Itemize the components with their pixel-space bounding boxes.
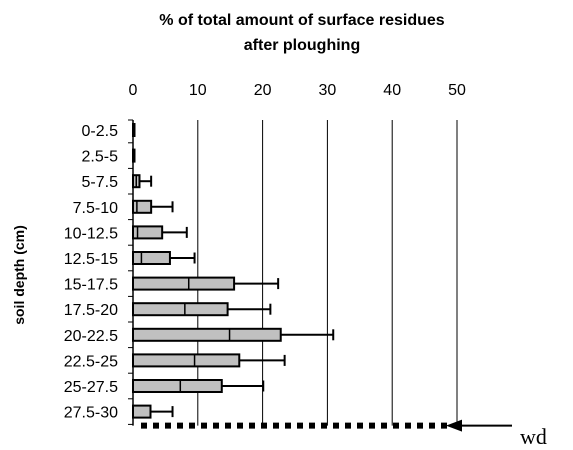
x-tick-label-0: 0 xyxy=(129,82,138,99)
bar-11 xyxy=(132,404,152,419)
bar-10 xyxy=(132,379,223,393)
y-tick-label-11: 27.5-30 xyxy=(64,405,118,422)
bars xyxy=(132,123,282,419)
reference-line-label: wd xyxy=(520,424,547,449)
reference-arrow-head xyxy=(446,419,462,432)
bar-9 xyxy=(132,353,241,368)
chart-title-line-1: % of total amount of surface residues xyxy=(159,12,444,29)
x-tick-label-4: 40 xyxy=(383,82,401,99)
y-tick-label-4: 10-12.5 xyxy=(64,225,118,242)
error-bars xyxy=(139,175,335,418)
bar-6 xyxy=(132,276,236,291)
x-tick-label-3: 30 xyxy=(319,82,337,99)
bar-5 xyxy=(132,251,171,265)
y-axis-title: soil depth (cm) xyxy=(11,225,27,325)
y-tick-label-5: 12.5-15 xyxy=(64,251,118,268)
x-tick-labels: 0 10 20 30 40 50 xyxy=(129,82,466,99)
x-tick-label-2: 20 xyxy=(254,82,272,99)
grid-lines xyxy=(197,120,458,426)
x-tick-label-5: 50 xyxy=(448,82,466,99)
y-tick-label-3: 7.5-10 xyxy=(73,200,118,217)
y-tick-label-0: 0-2.5 xyxy=(82,123,119,140)
y-tick-label-9: 22.5-25 xyxy=(64,353,118,370)
bar-3 xyxy=(132,199,153,214)
reference-line-group xyxy=(141,419,512,432)
bar-8 xyxy=(132,327,282,342)
y-tick-label-10: 25-27.5 xyxy=(64,379,118,396)
x-tick-label-1: 10 xyxy=(189,82,207,99)
y-tick-label-6: 15-17.5 xyxy=(64,277,118,294)
bar-7 xyxy=(132,302,229,317)
y-tick-label-8: 20-22.5 xyxy=(64,328,118,345)
axes xyxy=(128,119,134,426)
chart-title-line-2: after ploughing xyxy=(244,37,360,54)
y-tick-label-1: 2.5-5 xyxy=(82,149,119,166)
y-tick-label-2: 5-7.5 xyxy=(82,174,119,191)
y-tick-labels: 0-2.5 2.5-5 5-7.5 7.5-10 10-12.5 12.5-15 15-17… xyxy=(64,123,118,422)
y-tick-label-7: 17.5-20 xyxy=(64,302,118,319)
